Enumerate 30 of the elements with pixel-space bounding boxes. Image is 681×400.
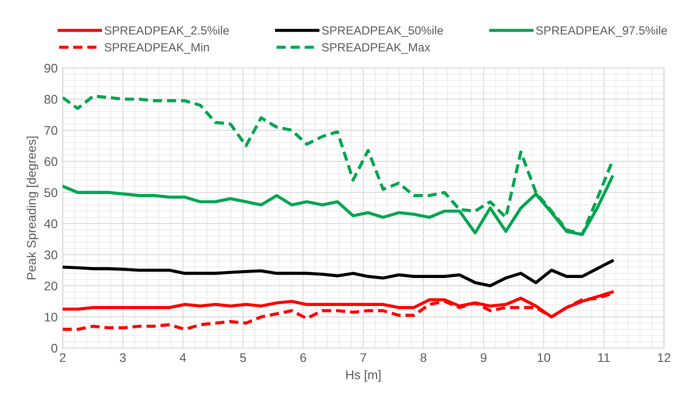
line-series: [62, 259, 614, 288]
y-tick-label: 60: [44, 157, 58, 166]
legend-label: SPREADPEAK_Min: [104, 42, 209, 54]
legend-label: SPREADPEAK_50%ile: [322, 26, 443, 37]
x-tick-label: 12: [658, 353, 670, 362]
legend-label: SPREADPEAK_Max: [322, 43, 430, 54]
x-tick-label: 8: [420, 353, 426, 362]
x-tick-label: 9: [480, 353, 486, 362]
y-tick-label: 20: [44, 282, 58, 290]
legend-label: SPREADPEAK_2.5%ile: [104, 26, 229, 37]
y-tick-label: 90: [44, 64, 58, 73]
x-tick-label: 3: [120, 353, 126, 362]
y-axis-title: Peak Spreading [degrees]: [26, 136, 38, 280]
y-tick-label: 50: [44, 188, 58, 198]
y-tick-label: 70: [44, 126, 58, 135]
y-tick-label: 40: [44, 219, 58, 228]
x-tick-label: 10: [538, 353, 550, 362]
x-tick-label: 11: [598, 353, 610, 362]
x-tick-label: 5: [240, 353, 246, 362]
x-tick-label: 2: [60, 353, 66, 362]
x-tick-label: 7: [360, 353, 366, 362]
y-tick-label: 0: [51, 344, 58, 353]
y-tick-label: 10: [44, 312, 58, 322]
line-series: [62, 94, 614, 236]
y-tick-label: 30: [44, 250, 58, 260]
x-axis-title: Hs [m]: [346, 370, 380, 382]
legend-label: SPREADPEAK_97.5%ile: [536, 26, 667, 37]
x-tick-label: 4: [180, 353, 186, 362]
x-tick-label: 6: [300, 353, 306, 362]
y-tick-label: 80: [44, 94, 58, 104]
